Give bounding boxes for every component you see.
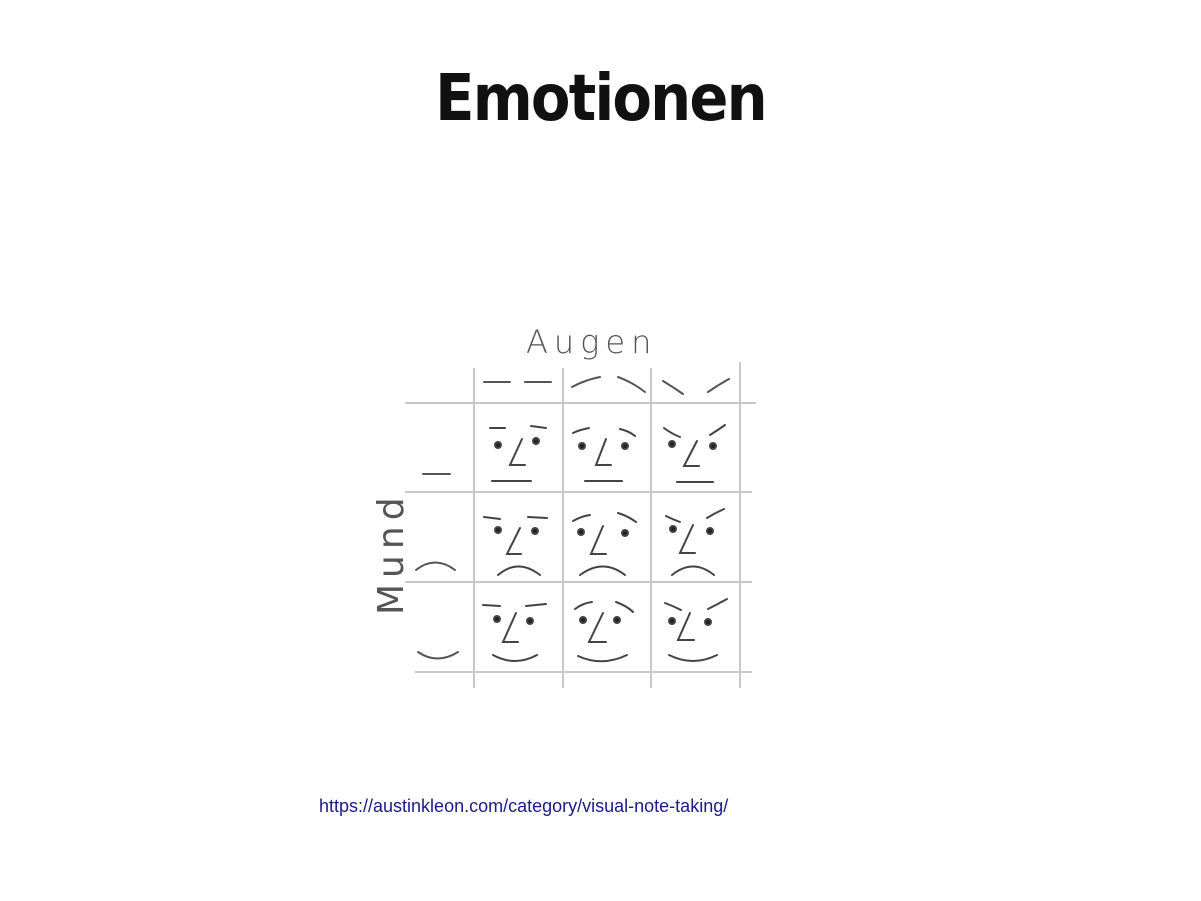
face-angry-straight-icon xyxy=(663,424,726,483)
face-neutral-smile-icon xyxy=(482,603,547,662)
row-axis-label: Mund xyxy=(371,491,412,615)
header-eyes-raised-icon xyxy=(571,376,646,393)
page-title: Emotionen xyxy=(435,62,767,136)
header-mouth-frown-icon xyxy=(415,561,456,571)
header-mouth-smile-icon xyxy=(417,651,459,660)
face-neutral-frown-icon xyxy=(483,516,548,576)
face-raised-frown-icon xyxy=(572,512,637,576)
grid-lines xyxy=(405,362,756,688)
face-neutral-straight-icon xyxy=(489,425,547,482)
source-link[interactable]: https://austinkleon.com/category/visual-… xyxy=(319,796,729,816)
face-angry-frown-icon xyxy=(665,508,725,576)
faces xyxy=(482,424,728,663)
header-eyes-angry-icon xyxy=(662,378,730,395)
face-raised-straight-icon xyxy=(572,427,636,482)
face-raised-smile-icon xyxy=(574,601,634,663)
face-angry-smile-icon xyxy=(664,598,728,662)
column-axis-label: Augen xyxy=(526,323,658,361)
